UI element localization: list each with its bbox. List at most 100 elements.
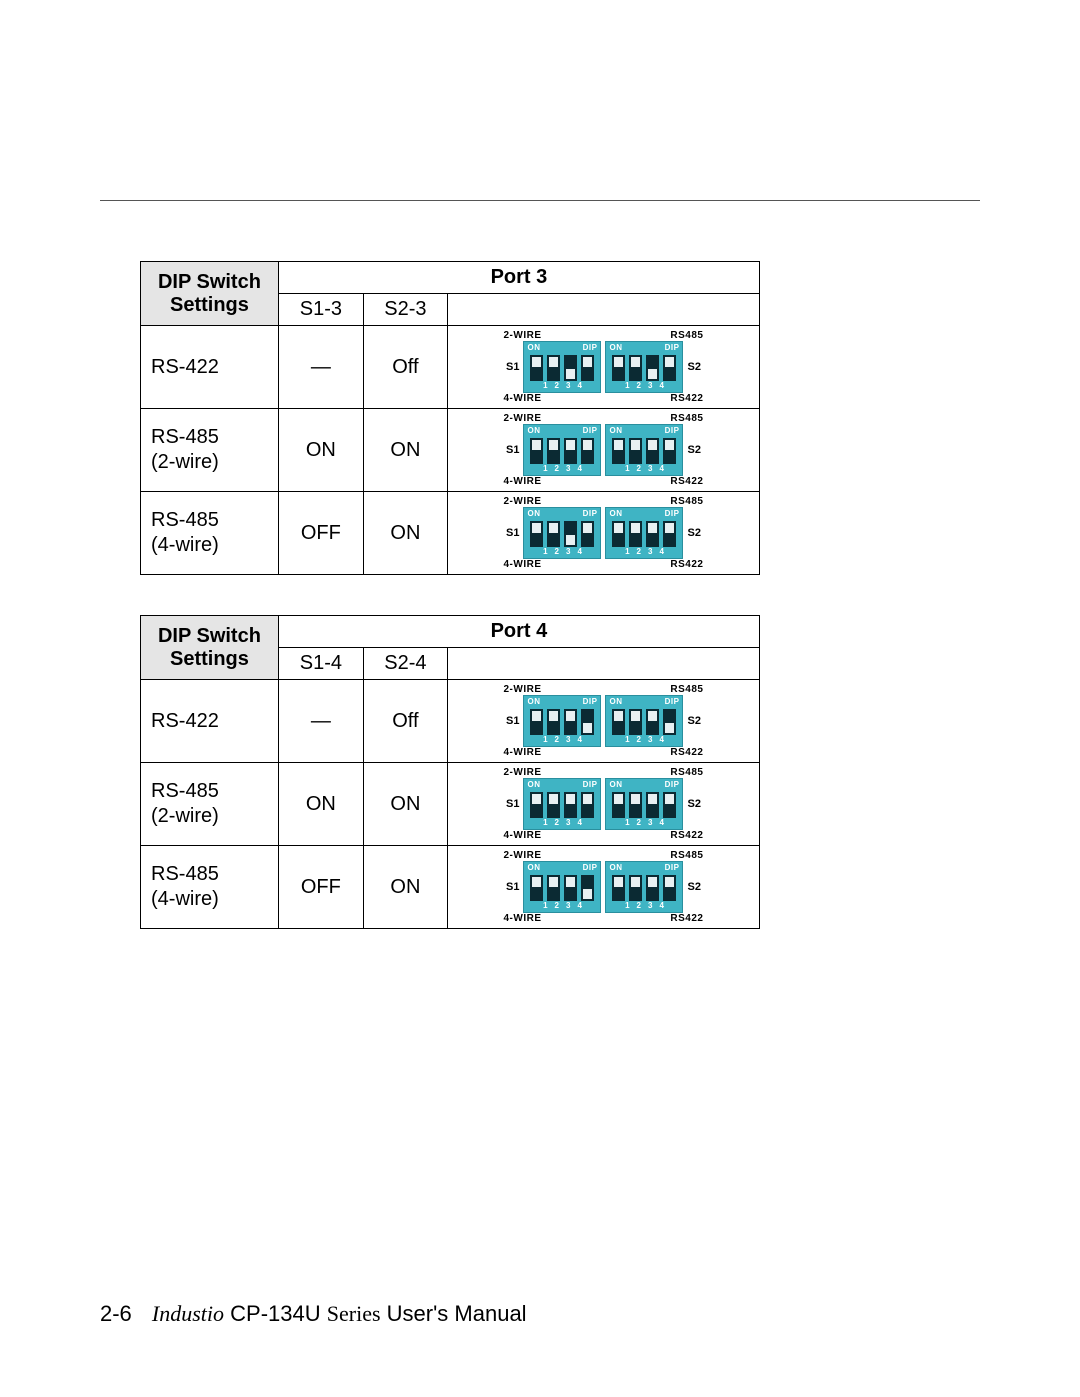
cell-s2: ON (363, 409, 447, 492)
footer-product: CP-134U (224, 1301, 327, 1326)
table-row: RS-485(4-wire)OFFON2-WIRERS485S1ONDIP123… (141, 846, 760, 929)
dip-switch-position (629, 521, 642, 547)
cell-diagram: 2-WIRERS485S1ONDIP1234ONDIP1234S24-WIRER… (447, 492, 759, 575)
dip-switch-position (530, 792, 543, 818)
cell-s2: Off (363, 326, 447, 409)
cell-mode: RS-422 (141, 680, 279, 763)
dip-diagram: 2-WIRERS485S1ONDIP1234ONDIP1234S24-WIRER… (454, 684, 753, 758)
dip-settings-table: DIP SwitchSettingsPort 3S1-3S2-3 RS-422—… (140, 261, 760, 575)
tables-area: DIP SwitchSettingsPort 3S1-3S2-3 RS-422—… (100, 261, 980, 929)
dip-switch-icon: ONDIP1234 (605, 507, 683, 559)
dip-switch-position (581, 355, 594, 381)
subheader-diagram (447, 648, 759, 680)
page-footer: 2-6 Industio CP-134U Series User's Manua… (100, 1301, 527, 1327)
header-dip-switch-settings: DIP SwitchSettings (141, 262, 279, 326)
dip-switch-position (530, 438, 543, 464)
cell-s1: OFF (278, 492, 363, 575)
table-row: RS-485(4-wire)OFFON2-WIRERS485S1ONDIP123… (141, 492, 760, 575)
cell-mode: RS-485(2-wire) (141, 763, 279, 846)
dip-switch-position (564, 438, 577, 464)
dip-diagram: 2-WIRERS485S1ONDIP1234ONDIP1234S24-WIRER… (454, 330, 753, 404)
dip-switch-position (547, 355, 560, 381)
dip-switch-position (564, 875, 577, 901)
table-row: RS-422—Off2-WIRERS485S1ONDIP1234ONDIP123… (141, 326, 760, 409)
dip-switch-position (612, 355, 625, 381)
dip-switch-icon: ONDIP1234 (523, 424, 601, 476)
cell-diagram: 2-WIRERS485S1ONDIP1234ONDIP1234S24-WIRER… (447, 409, 759, 492)
dip-switch-position (564, 709, 577, 735)
dip-diagram: 2-WIRERS485S1ONDIP1234ONDIP1234S24-WIRER… (454, 850, 753, 924)
header-dip-switch-settings: DIP SwitchSettings (141, 616, 279, 680)
dip-switch-position (663, 355, 676, 381)
dip-switch-icon: ONDIP1234 (523, 341, 601, 393)
dip-switch-position (646, 355, 659, 381)
dip-switch-position (663, 792, 676, 818)
dip-switch-position (581, 792, 594, 818)
dip-switch-position (663, 521, 676, 547)
dip-switch-position (646, 792, 659, 818)
dip-diagram: 2-WIRERS485S1ONDIP1234ONDIP1234S24-WIRER… (454, 496, 753, 570)
cell-s2: ON (363, 492, 447, 575)
subheader-s2: S2-3 (363, 294, 447, 326)
dip-switch-position (612, 875, 625, 901)
table-row: RS-422—Off2-WIRERS485S1ONDIP1234ONDIP123… (141, 680, 760, 763)
header-port: Port 3 (278, 262, 759, 294)
dip-switch-position (547, 709, 560, 735)
cell-diagram: 2-WIRERS485S1ONDIP1234ONDIP1234S24-WIRER… (447, 763, 759, 846)
dip-switch-position (612, 709, 625, 735)
footer-brand: Industio (152, 1301, 224, 1326)
cell-diagram: 2-WIRERS485S1ONDIP1234ONDIP1234S24-WIRER… (447, 846, 759, 929)
dip-switch-position (564, 792, 577, 818)
subheader-s1: S1-3 (278, 294, 363, 326)
footer-tail: User's Manual (381, 1301, 527, 1326)
dip-switch-position (629, 438, 642, 464)
dip-switch-position (530, 875, 543, 901)
dip-switch-position (564, 355, 577, 381)
dip-switch-position (663, 875, 676, 901)
dip-switch-icon: ONDIP1234 (523, 778, 601, 830)
dip-switch-position (612, 792, 625, 818)
dip-switch-position (629, 709, 642, 735)
dip-switch-position (547, 521, 560, 547)
cell-mode: RS-485(2-wire) (141, 409, 279, 492)
dip-switch-position (547, 875, 560, 901)
dip-switch-position (547, 438, 560, 464)
dip-switch-position (646, 521, 659, 547)
dip-switch-position (646, 875, 659, 901)
dip-switch-position (612, 438, 625, 464)
cell-mode: RS-485(4-wire) (141, 846, 279, 929)
footer-series: Series (327, 1301, 381, 1326)
cell-s1: OFF (278, 846, 363, 929)
dip-switch-icon: ONDIP1234 (523, 695, 601, 747)
dip-switch-position (646, 438, 659, 464)
subheader-s2: S2-4 (363, 648, 447, 680)
cell-s1: — (278, 326, 363, 409)
dip-switch-icon: ONDIP1234 (605, 341, 683, 393)
dip-switch-position (629, 792, 642, 818)
dip-switch-position (581, 438, 594, 464)
cell-s1: — (278, 680, 363, 763)
dip-switch-position (581, 709, 594, 735)
dip-switch-icon: ONDIP1234 (605, 778, 683, 830)
subheader-s1: S1-4 (278, 648, 363, 680)
dip-diagram: 2-WIRERS485S1ONDIP1234ONDIP1234S24-WIRER… (454, 413, 753, 487)
dip-switch-position (646, 709, 659, 735)
dip-switch-position (530, 709, 543, 735)
cell-diagram: 2-WIRERS485S1ONDIP1234ONDIP1234S24-WIRER… (447, 326, 759, 409)
dip-switch-position (663, 438, 676, 464)
dip-switch-icon: ONDIP1234 (605, 424, 683, 476)
subheader-diagram (447, 294, 759, 326)
cell-s1: ON (278, 763, 363, 846)
dip-switch-icon: ONDIP1234 (523, 507, 601, 559)
cell-mode: RS-485(4-wire) (141, 492, 279, 575)
dip-switch-position (564, 521, 577, 547)
page-number: 2-6 (100, 1301, 132, 1326)
dip-diagram: 2-WIRERS485S1ONDIP1234ONDIP1234S24-WIRER… (454, 767, 753, 841)
dip-switch-icon: ONDIP1234 (605, 695, 683, 747)
dip-switch-position (612, 521, 625, 547)
manual-page: DIP SwitchSettingsPort 3S1-3S2-3 RS-422—… (0, 0, 1080, 1397)
cell-s2: ON (363, 846, 447, 929)
dip-switch-position (629, 355, 642, 381)
cell-s2: ON (363, 763, 447, 846)
top-rule (100, 200, 980, 201)
